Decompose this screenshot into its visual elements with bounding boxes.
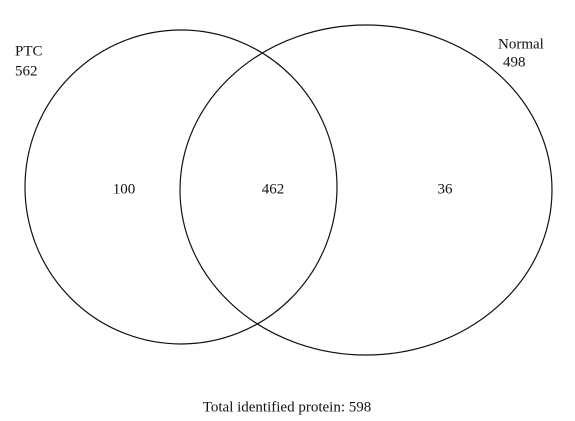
normal-circle bbox=[179, 24, 553, 356]
region-count: 36 bbox=[438, 181, 454, 197]
set-name: PTC bbox=[15, 43, 43, 59]
ptc-circle bbox=[24, 29, 338, 345]
set-name: Normal bbox=[498, 36, 544, 52]
region-count: 100 bbox=[113, 181, 136, 197]
set-count: 498 bbox=[503, 54, 526, 70]
set-count: 562 bbox=[15, 63, 38, 79]
total-label: Total identified protein: 598 bbox=[203, 399, 372, 415]
region-count: 462 bbox=[262, 181, 285, 197]
